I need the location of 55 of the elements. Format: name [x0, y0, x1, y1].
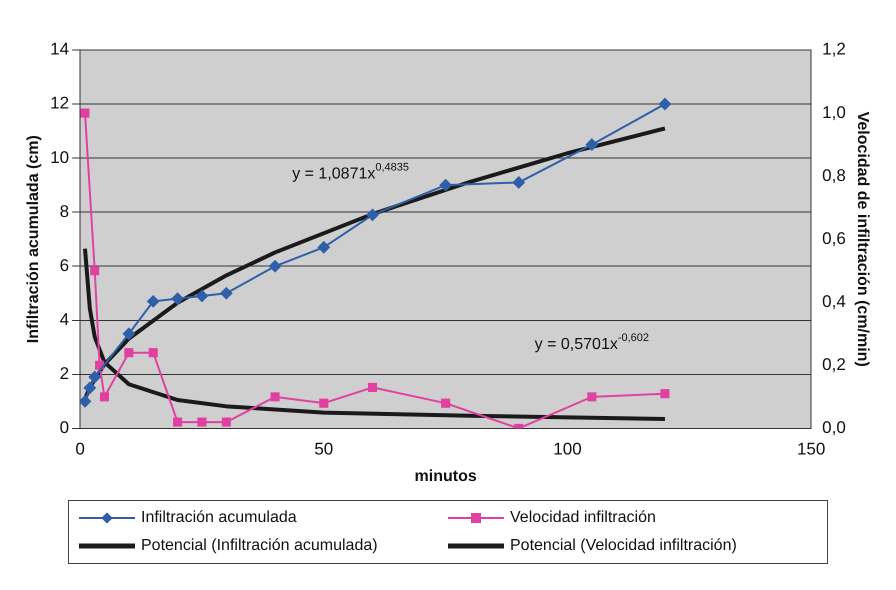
y-tick-label: 12: [50, 94, 70, 113]
y2-axis-title: Velocidad de infiltración (cm/min): [854, 112, 871, 367]
point: [124, 348, 134, 358]
y2-tick-label: 0,4: [822, 292, 846, 311]
point: [366, 208, 379, 221]
x-tick-label: 50: [314, 439, 334, 458]
point: [196, 290, 208, 302]
y2-tick-label: 0,6: [822, 228, 846, 248]
legend-label: Potencial (Infiltración acumulada): [141, 537, 378, 555]
y2-tick-label: 1,0: [822, 102, 846, 122]
point: [270, 392, 280, 402]
legend-label: Potencial (Velocidad infiltración): [510, 537, 737, 555]
legend-label: Velocidad infiltración: [510, 509, 656, 527]
y-tick-label: 10: [50, 148, 70, 167]
point: [197, 418, 206, 427]
y-axis-title: Infiltración acumulada (cm): [25, 135, 42, 344]
point: [100, 392, 110, 402]
point: [586, 138, 598, 151]
y-tick-label: 6: [60, 256, 70, 275]
point: [440, 179, 452, 192]
point: [122, 328, 135, 340]
point: [368, 382, 378, 392]
point: [148, 348, 158, 358]
y-tick-label: 8: [60, 202, 70, 221]
point: [318, 241, 330, 254]
point: [172, 292, 184, 305]
point: [441, 398, 450, 408]
point: [88, 371, 101, 384]
point: [147, 295, 160, 308]
point: [222, 418, 231, 427]
point: [269, 260, 282, 272]
point: [319, 398, 328, 408]
y2-tick-label: 0,8: [822, 166, 846, 185]
y-tick-label: 2: [60, 364, 70, 384]
point: [220, 287, 232, 300]
y-tick-label: 14: [50, 40, 70, 59]
point: [80, 395, 91, 408]
point: [660, 389, 670, 398]
point: [173, 418, 182, 427]
y-tick-label: 0: [60, 418, 70, 438]
point: [90, 266, 100, 276]
point: [84, 382, 96, 394]
point: [587, 392, 596, 402]
point: [658, 98, 671, 110]
x-tick-label: 150: [796, 439, 826, 458]
legend-label: Infiltración acumulada: [141, 509, 297, 527]
x-axis-title: minutos: [414, 468, 477, 485]
y2-tick-label: 1,2: [822, 40, 846, 59]
x-tick-label: 100: [553, 439, 582, 458]
point: [512, 176, 525, 188]
point: [80, 108, 90, 118]
y-tick-label: 4: [60, 310, 70, 329]
y2-tick-label: 0,0: [822, 418, 846, 438]
y2-tick-label: 0,2: [822, 355, 846, 374]
x-tick-label: 0: [75, 439, 85, 458]
